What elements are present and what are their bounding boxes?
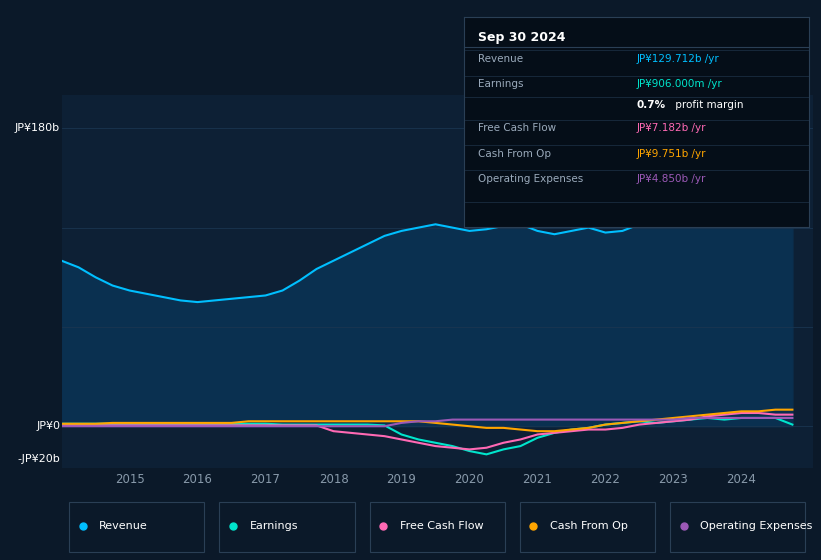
Text: JP¥7.182b /yr: JP¥7.182b /yr [636, 123, 706, 133]
Text: JP¥9.751b /yr: JP¥9.751b /yr [636, 148, 706, 158]
Text: Cash From Op: Cash From Op [550, 521, 628, 531]
Text: Revenue: Revenue [478, 54, 523, 64]
FancyBboxPatch shape [219, 502, 355, 552]
Text: JP¥4.850b /yr: JP¥4.850b /yr [636, 174, 706, 184]
Text: Revenue: Revenue [99, 521, 148, 531]
Text: JP¥906.000m /yr: JP¥906.000m /yr [636, 80, 722, 89]
Text: profit margin: profit margin [672, 100, 744, 110]
Text: Sep 30 2024: Sep 30 2024 [478, 31, 565, 44]
Text: JP¥180b: JP¥180b [15, 123, 60, 133]
FancyBboxPatch shape [520, 502, 655, 552]
FancyBboxPatch shape [670, 502, 805, 552]
Text: Cash From Op: Cash From Op [478, 148, 551, 158]
Text: Operating Expenses: Operating Expenses [700, 521, 813, 531]
Text: Earnings: Earnings [250, 521, 298, 531]
FancyBboxPatch shape [69, 502, 204, 552]
Text: Free Cash Flow: Free Cash Flow [478, 123, 556, 133]
Text: Earnings: Earnings [478, 80, 523, 89]
Text: 0.7%: 0.7% [636, 100, 665, 110]
Text: -JP¥20b: -JP¥20b [17, 454, 60, 464]
Text: JP¥0: JP¥0 [36, 421, 60, 431]
Text: JP¥129.712b /yr: JP¥129.712b /yr [636, 54, 719, 64]
FancyBboxPatch shape [369, 502, 505, 552]
Text: Free Cash Flow: Free Cash Flow [400, 521, 484, 531]
Text: Operating Expenses: Operating Expenses [478, 174, 583, 184]
